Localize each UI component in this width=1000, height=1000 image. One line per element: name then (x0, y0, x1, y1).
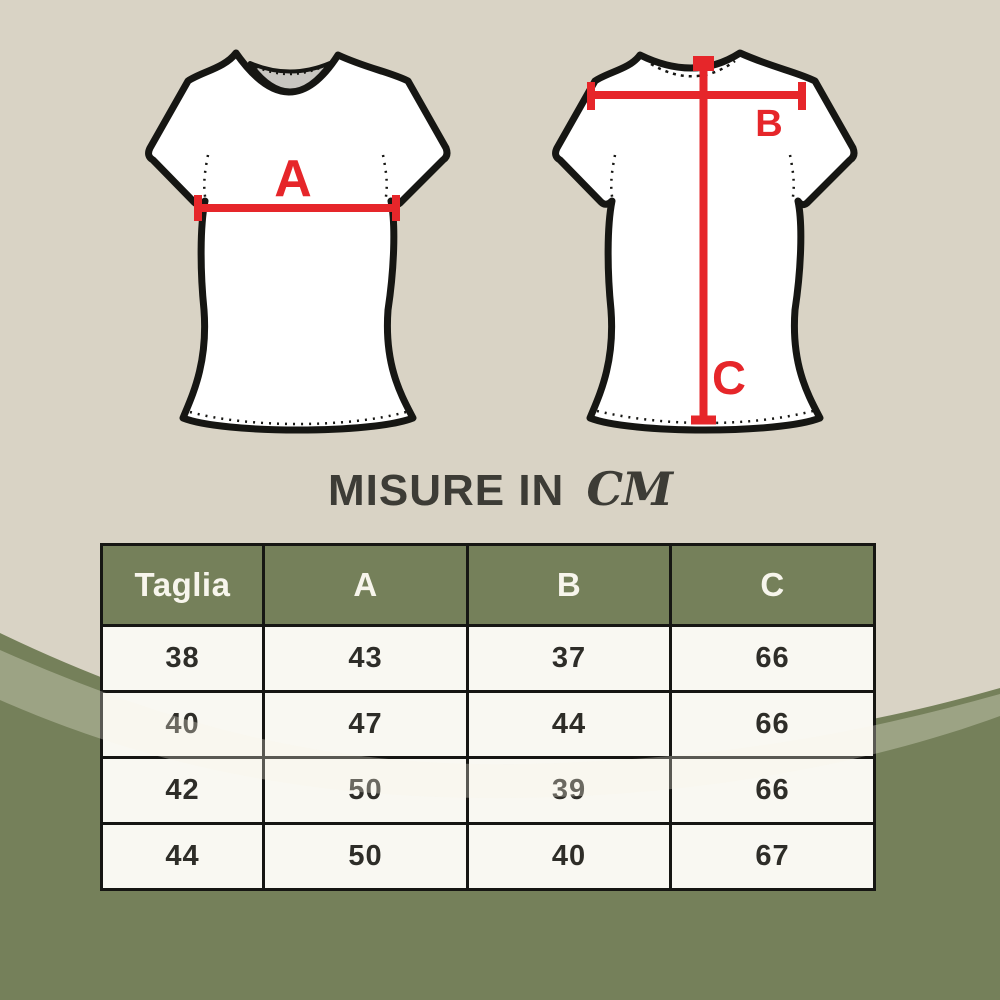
size-cell: 66 (672, 759, 873, 822)
size-cell: 50 (265, 825, 466, 888)
size-cell: 43 (265, 627, 466, 690)
size-cell: 47 (265, 693, 466, 756)
tshirt-front-collar-inner (248, 61, 332, 93)
size-cell: 40 (469, 825, 669, 888)
size-cell: 37 (469, 627, 669, 690)
title-space (569, 466, 582, 515)
measure-c-label: C (712, 351, 746, 404)
measure-c-top-cap (693, 56, 714, 71)
collar-stitch-dashes (255, 65, 326, 76)
size-cell: 67 (672, 825, 873, 888)
size-cell: 44 (103, 825, 262, 888)
measure-a-label: A (274, 150, 312, 208)
header-cell-b: B (469, 546, 669, 624)
tshirt-back-diagram: C B (552, 49, 858, 434)
size-table: Taglia A B C 38 43 37 66 40 47 44 66 42 … (100, 543, 876, 891)
back-neck-stitch (650, 59, 736, 78)
header-cell-a: A (265, 546, 466, 624)
back-hem-stitch (596, 409, 814, 425)
size-cell: 44 (469, 693, 669, 756)
size-cell: 66 (672, 627, 873, 690)
size-cell: 38 (103, 627, 262, 690)
measure-b-label: B (755, 103, 782, 145)
tshirt-front-diagram: A (145, 49, 451, 434)
header-cell-c: C (672, 546, 873, 624)
title-text: MISURE IN (327, 466, 565, 515)
size-cell: 39 (469, 759, 669, 822)
size-cell: 42 (103, 759, 262, 822)
header-cell-taglia: Taglia (103, 546, 262, 624)
page-title: MISURE IN CM (0, 462, 1000, 516)
tshirt-front-body (145, 49, 451, 434)
size-cell: 66 (672, 693, 873, 756)
size-cell: 50 (265, 759, 466, 822)
title-unit: CM (586, 462, 673, 516)
size-cell: 40 (103, 693, 262, 756)
